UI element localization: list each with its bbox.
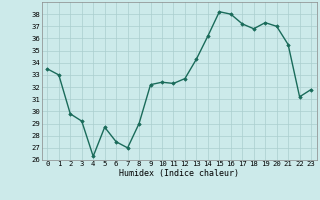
X-axis label: Humidex (Indice chaleur): Humidex (Indice chaleur) [119, 169, 239, 178]
